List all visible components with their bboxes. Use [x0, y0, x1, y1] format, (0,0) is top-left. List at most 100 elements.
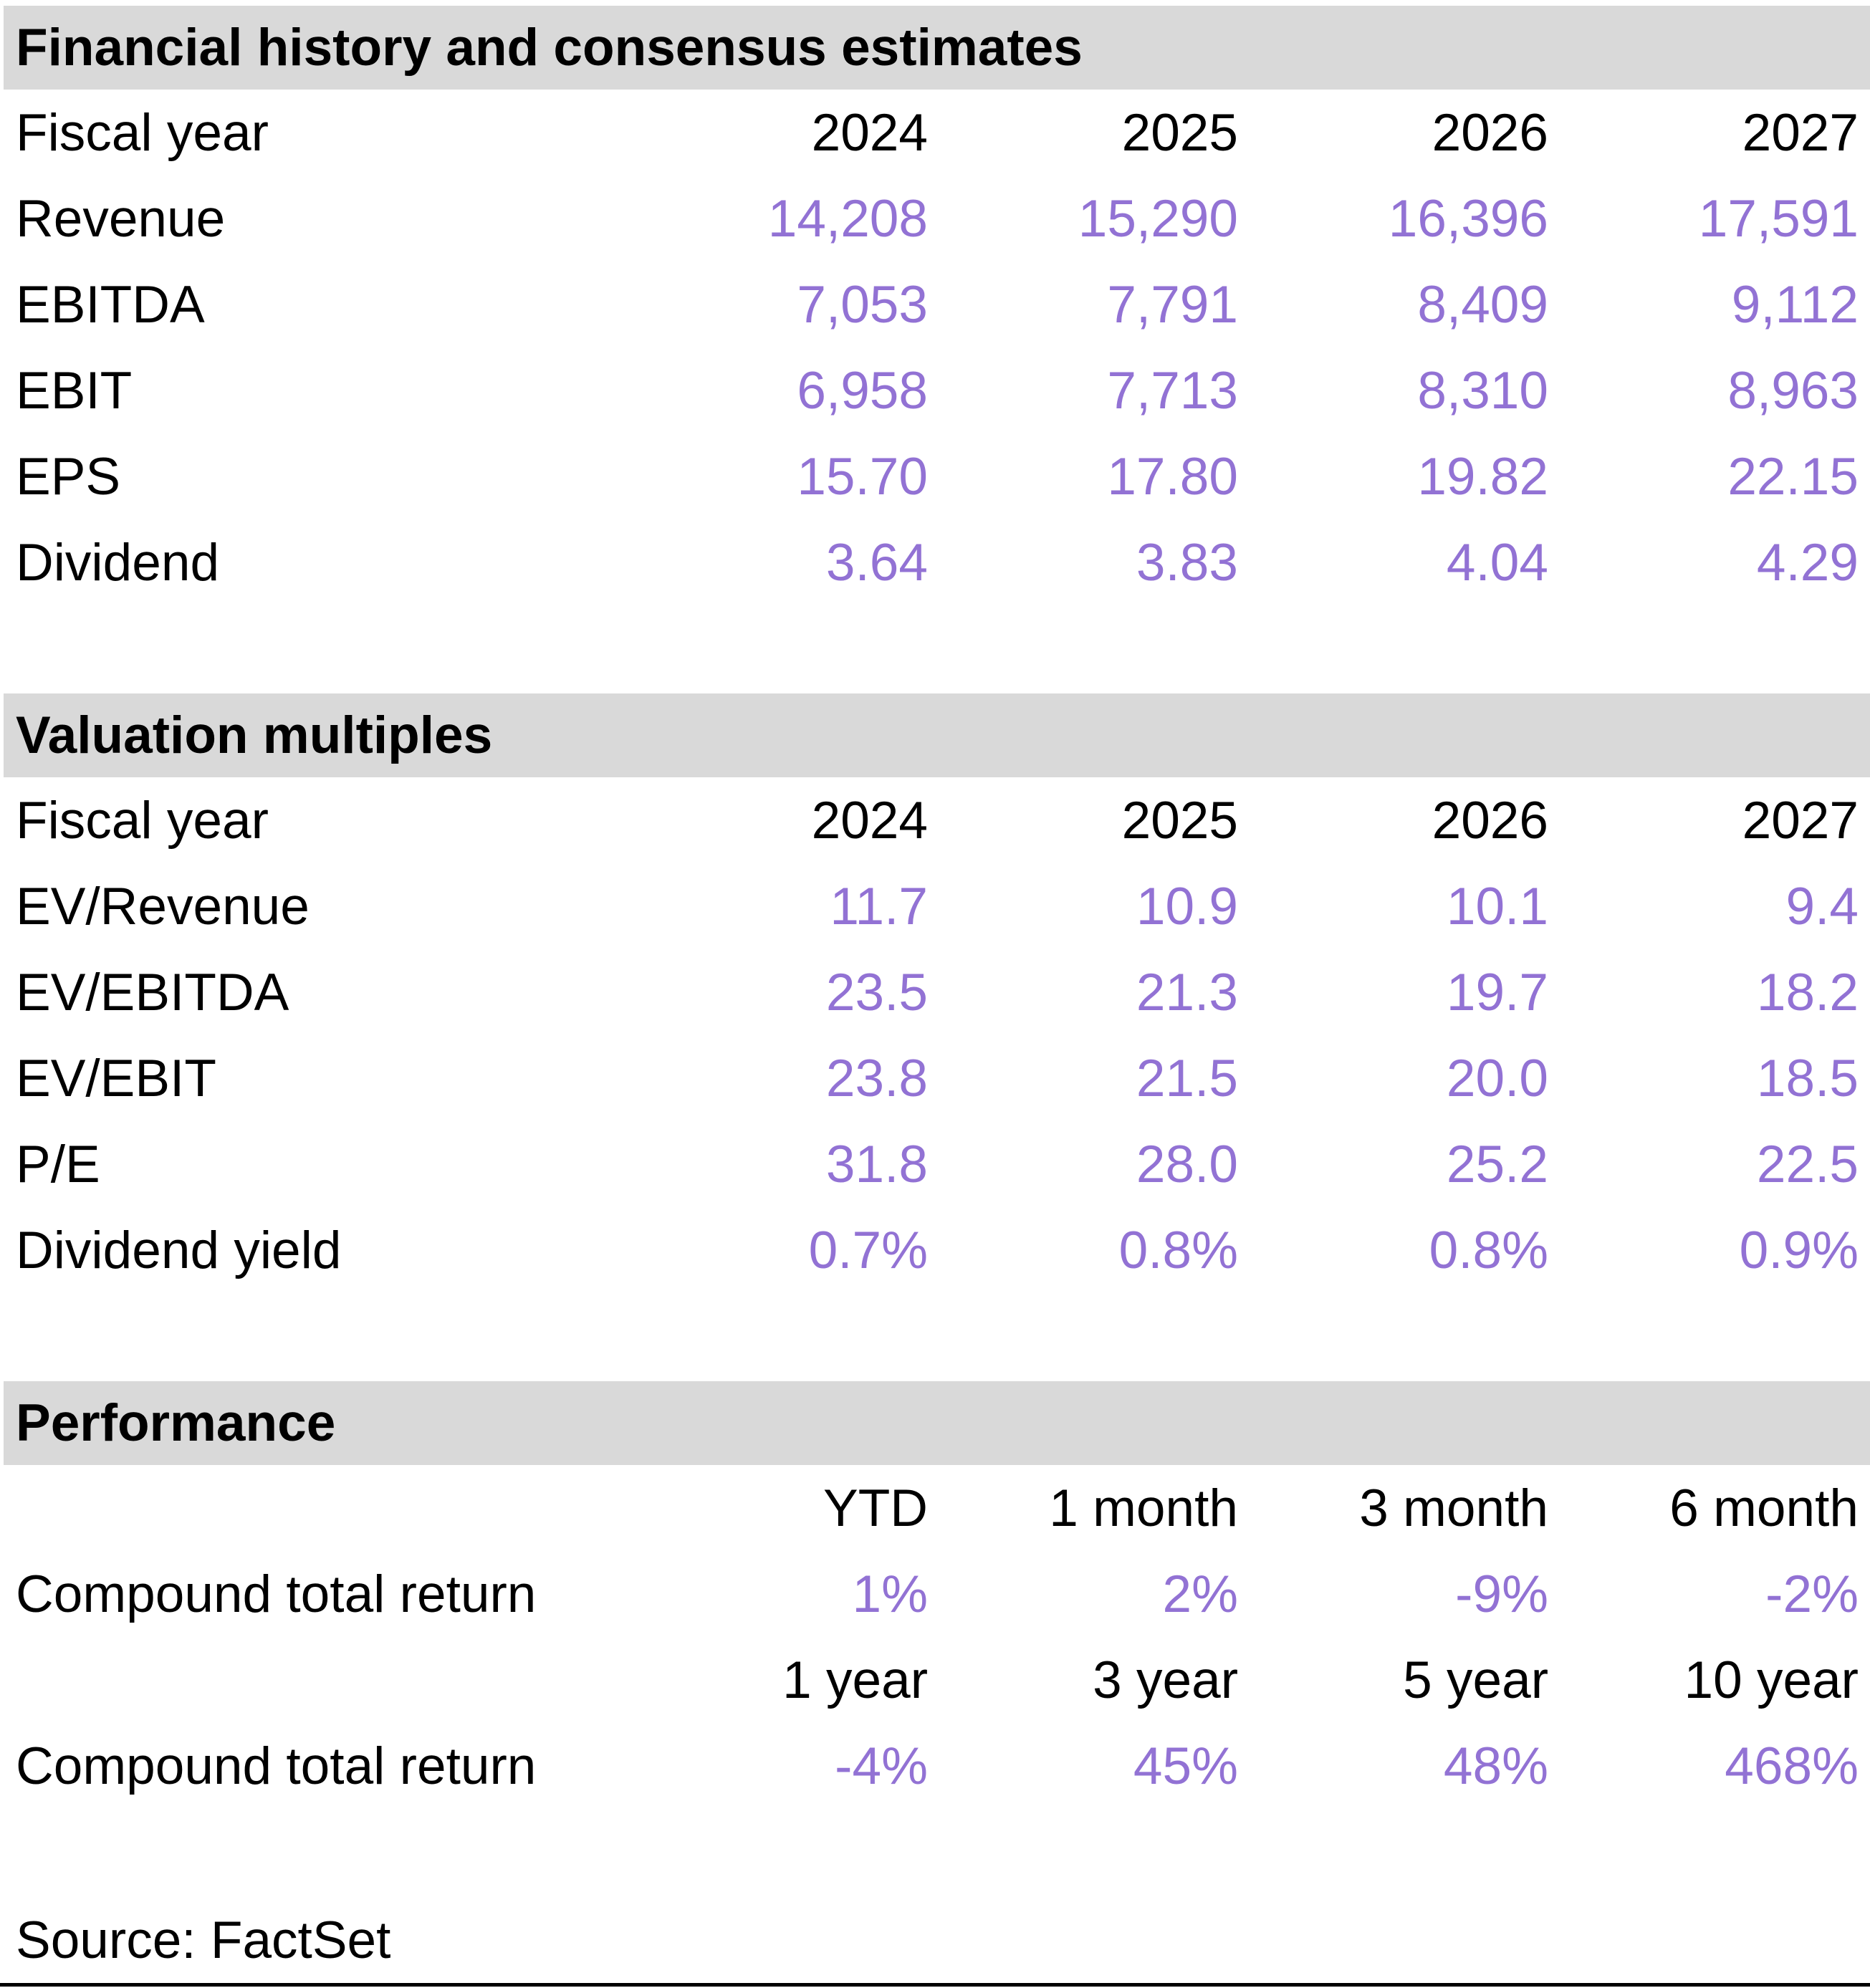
cell-value: 7,791 — [1107, 275, 1238, 334]
cell-value: 0.8% — [1118, 1221, 1238, 1279]
row-label: P/E — [16, 1135, 100, 1194]
fiscal-year-header-row: Fiscal year 2024 2025 2026 2027 — [0, 777, 1870, 863]
cell-value: 23.8 — [825, 1049, 928, 1108]
fiscal-year-label: Fiscal year — [16, 103, 269, 162]
row-label: EV/Revenue — [16, 877, 310, 936]
cell-value: 4.29 — [1756, 533, 1859, 592]
row-label: Dividend — [16, 533, 220, 592]
row-label: EBITDA — [16, 275, 205, 334]
section-title: Performance — [16, 1394, 336, 1452]
cell-value: 25.2 — [1446, 1135, 1548, 1194]
cell-value: 8,963 — [1727, 361, 1859, 420]
cell-value: 468% — [1725, 1737, 1859, 1795]
section-title: Financial history and consensus estimate… — [16, 19, 1083, 77]
year-col-2026: 2026 — [1432, 791, 1548, 850]
period-col-3-year: 3 year — [1093, 1651, 1238, 1709]
section-header-performance: Performance — [4, 1381, 1870, 1465]
cell-value: 9.4 — [1785, 877, 1859, 936]
cell-value: 8,409 — [1417, 275, 1548, 334]
cell-value: 22.5 — [1756, 1135, 1859, 1194]
period-header-row-short: YTD 1 month 3 month 6 month — [0, 1465, 1870, 1551]
section-header-financial-history: Financial history and consensus estimate… — [4, 6, 1870, 90]
year-col-2027: 2027 — [1742, 791, 1859, 850]
table-row-eps: EPS 15.70 17.80 19.82 22.15 — [0, 433, 1870, 519]
table-row-ev-revenue: EV/Revenue 11.7 10.9 10.1 9.4 — [0, 863, 1870, 949]
cell-value: 28.0 — [1136, 1135, 1238, 1194]
cell-value: -2% — [1765, 1565, 1859, 1623]
cell-value: 15.70 — [797, 447, 928, 506]
cell-value: 7,053 — [797, 275, 928, 334]
year-col-2024: 2024 — [811, 791, 928, 850]
row-label: EV/EBITDA — [16, 963, 289, 1022]
table-row-dividend-yield: Dividend yield 0.7% 0.8% 0.8% 0.9% — [0, 1207, 1870, 1293]
cell-value: 31.8 — [825, 1135, 928, 1194]
cell-value: 3.83 — [1136, 533, 1238, 592]
cell-value: 21.3 — [1136, 963, 1238, 1022]
period-col-1-month: 1 month — [1049, 1479, 1238, 1537]
period-header-row-long: 1 year 3 year 5 year 10 year — [0, 1637, 1870, 1723]
cell-value: 6,958 — [797, 361, 928, 420]
cell-value: 45% — [1133, 1737, 1238, 1795]
cell-value: 14,208 — [767, 189, 928, 248]
cell-value: 1% — [852, 1565, 928, 1623]
table-row-ev-ebitda: EV/EBITDA 23.5 21.3 19.7 18.2 — [0, 949, 1870, 1035]
cell-value: 9,112 — [1731, 275, 1859, 334]
cell-value: 4.04 — [1446, 533, 1548, 592]
cell-value: 16,396 — [1388, 189, 1548, 248]
cell-value: 7,713 — [1107, 361, 1238, 420]
fiscal-year-header-row: Fiscal year 2024 2025 2026 2027 — [0, 90, 1870, 176]
table-row-compound-total-return-long: Compound total return -4% 45% 48% 468% — [0, 1723, 1870, 1809]
cell-value: 15,290 — [1078, 189, 1238, 248]
year-col-2027: 2027 — [1742, 103, 1859, 162]
cell-value: 18.5 — [1756, 1049, 1859, 1108]
period-col-1-year: 1 year — [782, 1651, 928, 1709]
year-col-2025: 2025 — [1121, 791, 1238, 850]
row-label: EV/EBIT — [16, 1049, 216, 1108]
source-text: Source: FactSet — [16, 1911, 391, 1969]
cell-value: 2% — [1162, 1565, 1238, 1623]
cell-value: -9% — [1455, 1565, 1548, 1623]
period-col-10-year: 10 year — [1684, 1651, 1859, 1709]
cell-value: -4% — [835, 1737, 928, 1795]
row-label: Compound total return — [16, 1737, 537, 1795]
cell-value: 18.2 — [1756, 963, 1859, 1022]
cell-value: 11.7 — [830, 877, 928, 936]
cell-value: 19.7 — [1446, 963, 1548, 1022]
table-row-ev-ebit: EV/EBIT 23.8 21.5 20.0 18.5 — [0, 1035, 1870, 1121]
cell-value: 48% — [1443, 1737, 1548, 1795]
cell-value: 20.0 — [1446, 1049, 1548, 1108]
period-col-6-month: 6 month — [1669, 1479, 1859, 1537]
table-row-revenue: Revenue 14,208 15,290 16,396 17,591 — [0, 176, 1870, 261]
section-header-valuation-multiples: Valuation multiples — [4, 693, 1870, 777]
cell-value: 0.9% — [1739, 1221, 1859, 1279]
year-col-2024: 2024 — [811, 103, 928, 162]
cell-value: 0.7% — [808, 1221, 928, 1279]
row-label: EPS — [16, 447, 121, 506]
row-label: Dividend yield — [16, 1221, 342, 1279]
cell-value: 19.82 — [1417, 447, 1548, 506]
period-col-3-month: 3 month — [1359, 1479, 1548, 1537]
cell-value: 23.5 — [825, 963, 928, 1022]
year-col-2026: 2026 — [1432, 103, 1548, 162]
table-row-ebit: EBIT 6,958 7,713 8,310 8,963 — [0, 347, 1870, 433]
bottom-rule — [0, 1983, 1870, 1987]
cell-value: 8,310 — [1417, 361, 1548, 420]
table-row-compound-total-return-short: Compound total return 1% 2% -9% -2% — [0, 1551, 1870, 1637]
section-title: Valuation multiples — [16, 706, 493, 764]
year-col-2025: 2025 — [1121, 103, 1238, 162]
cell-value: 17.80 — [1107, 447, 1238, 506]
cell-value: 0.8% — [1429, 1221, 1548, 1279]
cell-value: 10.1 — [1446, 877, 1548, 936]
cell-value: 21.5 — [1136, 1049, 1238, 1108]
source-row: Source: FactSet — [0, 1897, 1870, 1983]
period-col-5-year: 5 year — [1403, 1651, 1548, 1709]
cell-value: 17,591 — [1698, 189, 1859, 248]
period-col-ytd: YTD — [823, 1479, 928, 1537]
cell-value: 3.64 — [825, 533, 928, 592]
table-row-dividend: Dividend 3.64 3.83 4.04 4.29 — [0, 519, 1870, 605]
row-label: Revenue — [16, 189, 226, 248]
fiscal-year-label: Fiscal year — [16, 791, 269, 850]
row-label: EBIT — [16, 361, 133, 420]
cell-value: 10.9 — [1136, 877, 1238, 936]
